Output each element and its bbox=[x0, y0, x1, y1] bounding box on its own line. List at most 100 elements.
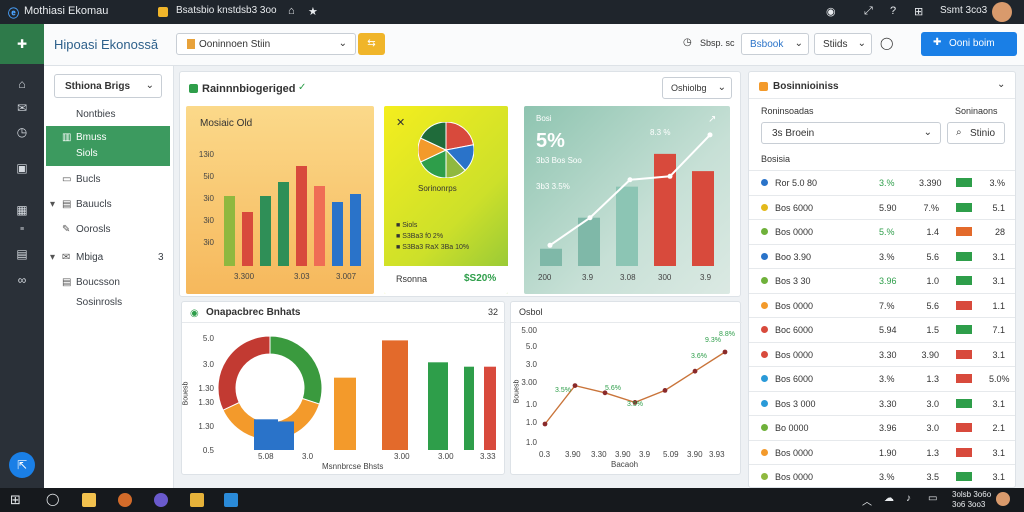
trend-line-chart: 3.5% 5.6% 3.5% 3.6% 9.3%8.8% bbox=[542, 331, 735, 427]
chat-icon[interactable] bbox=[154, 493, 168, 507]
star-icon[interactable]: ★ bbox=[308, 6, 318, 18]
chat-icon[interactable]: ◯ bbox=[880, 36, 894, 50]
help-circle-icon[interactable]: ◷ bbox=[683, 37, 692, 48]
filter-select-2[interactable]: Stiids ⌄ bbox=[814, 33, 872, 55]
browser-icon[interactable] bbox=[118, 493, 132, 507]
sidebar-item-docs[interactable]: ▭ Bucls bbox=[46, 171, 170, 189]
trend-point bbox=[707, 132, 713, 138]
settings-icon[interactable]: ◉ bbox=[826, 6, 836, 18]
row-count: 3.1 bbox=[992, 276, 1005, 286]
expand-icon[interactable]: ⤢ bbox=[864, 5, 873, 17]
sidebar-item-mail[interactable]: ▾ ✉ Mbiga 3 bbox=[46, 249, 170, 267]
mini-bar bbox=[956, 325, 972, 334]
sidebar-item-overview[interactable]: Nontbies bbox=[46, 106, 170, 124]
trend-point bbox=[587, 215, 593, 221]
search-icon[interactable]: ◯ bbox=[46, 492, 60, 506]
go-button[interactable]: ⇆ bbox=[358, 33, 385, 55]
table-row[interactable]: Bo 0000 3.96 3.0 2.1 bbox=[749, 415, 1015, 439]
table-row[interactable]: Bos 3 30 3.96 1.0 3.1 bbox=[749, 268, 1015, 292]
chevron-down-icon[interactable]: ⌄ bbox=[997, 79, 1006, 90]
table-row[interactable]: Bos 6000 3.% 1.3 5.0% bbox=[749, 366, 1015, 390]
volume-icon[interactable]: ♪ bbox=[906, 493, 911, 504]
user-name: Ssmt 3co3 bbox=[940, 5, 988, 16]
tile3-trend-label: 3b3 3.5% bbox=[536, 182, 570, 191]
workspace-select[interactable]: Sthiona Brigs ⌄ bbox=[54, 74, 162, 98]
table-row[interactable]: Boc 6000 5.94 1.5 7.1 bbox=[749, 317, 1015, 341]
avatar[interactable] bbox=[992, 2, 1012, 22]
y-tick: 1.0 bbox=[525, 438, 537, 447]
row-percent: 3.96 bbox=[879, 423, 897, 433]
table-row[interactable]: Ror 5.0 80 3.% 3.390 3.% bbox=[749, 170, 1015, 194]
apps-icon[interactable]: ⊞ bbox=[914, 6, 924, 18]
chevron-down-icon: ⌄ bbox=[338, 38, 347, 49]
tile3-growth-label: 8.3 % bbox=[650, 128, 671, 137]
overview-select[interactable]: Oshiolbg ⌄ bbox=[662, 77, 732, 99]
sidebar-item-settings[interactable]: Sosinrosls bbox=[46, 294, 170, 312]
sidebar-item-label: Bucls bbox=[76, 174, 101, 185]
sidebar-item-label: Bauucls bbox=[76, 199, 112, 210]
fab-icon[interactable]: ⇱ bbox=[9, 452, 35, 478]
box-icon[interactable]: ▣ bbox=[16, 161, 28, 175]
x-tick: 3.30 bbox=[591, 450, 607, 459]
table-row[interactable]: Bos 0000 3.30 3.90 3.1 bbox=[749, 341, 1015, 366]
battery-icon[interactable]: ▭ bbox=[928, 493, 938, 504]
table-row[interactable]: Bos 0000 3.% 3.5 3.1 bbox=[749, 464, 1015, 487]
folder-icon[interactable] bbox=[82, 493, 96, 507]
row-name: Bos 0000 bbox=[775, 227, 814, 237]
primary-button[interactable]: ✚ Ooni boim bbox=[921, 32, 1017, 56]
x-tick: 300 bbox=[658, 273, 672, 282]
panel-section-label: Bosisia bbox=[761, 154, 791, 164]
plus-icon: ✚ bbox=[933, 37, 942, 48]
table-row[interactable]: Bos 0000 7.% 5.6 1.1 bbox=[749, 292, 1015, 317]
help-icon[interactable]: ? bbox=[890, 5, 897, 17]
avatar[interactable] bbox=[996, 492, 1010, 506]
table-row[interactable]: Bos 3 000 3.30 3.0 3.1 bbox=[749, 390, 1015, 415]
status-dot bbox=[761, 375, 768, 382]
start-icon[interactable]: ⊞ bbox=[10, 492, 21, 507]
point-label: 3.5% bbox=[555, 387, 571, 394]
sidebar-item-dashboard[interactable]: ▥ Bmuss bbox=[46, 129, 170, 147]
tab-title[interactable]: Bsatsbio knstdsb3 3oo bbox=[176, 5, 277, 16]
y-axis-label: Bouesb bbox=[513, 379, 521, 404]
tray-up-icon[interactable]: ︿ bbox=[862, 497, 872, 508]
sidebar-item-edit[interactable]: ✎ Oorosls bbox=[46, 221, 170, 239]
panel-title: Bosinnioiniss bbox=[773, 81, 839, 92]
x-axis-label: Msnnbrcse Bhsts bbox=[322, 462, 384, 471]
row-count: 3.1 bbox=[992, 472, 1005, 482]
grid-icon[interactable]: ▦ bbox=[16, 203, 28, 217]
sidebar-item-inbox[interactable]: ▾ ▤ Bauucls bbox=[46, 196, 170, 214]
title-bar: ⓔ Mothiasi Ekomau Bsatsbio knstdsb3 3oo … bbox=[0, 0, 1024, 24]
chevron-down-icon: ⌄ bbox=[145, 80, 154, 91]
folder-icon[interactable]: ▤ bbox=[16, 247, 28, 261]
mini-bar bbox=[956, 398, 972, 408]
home-icon[interactable]: ⌂ bbox=[288, 5, 295, 17]
table-row[interactable]: Bos 0000 1.90 1.3 3.1 bbox=[749, 439, 1015, 464]
filter-select-1[interactable]: Bsbook ⌄ bbox=[741, 33, 809, 55]
x-tick: 3.007 bbox=[336, 272, 357, 281]
table-row[interactable]: Bos 6000 5.90 7.% 5.1 bbox=[749, 194, 1015, 219]
panel-select[interactable]: 3s Broein ⌄ bbox=[761, 122, 941, 144]
sidebar-item-list[interactable]: ▤ Boucsson bbox=[46, 274, 170, 292]
files-icon[interactable] bbox=[190, 493, 204, 507]
line-point bbox=[572, 383, 578, 388]
context-select[interactable]: Ooninnoen Stiin ⌄ bbox=[176, 33, 356, 55]
app-icon[interactable] bbox=[224, 493, 238, 507]
help-label[interactable]: Sbsp. sc bbox=[700, 38, 735, 48]
brand-block bbox=[0, 24, 44, 64]
chart-bar bbox=[616, 186, 638, 266]
table-row[interactable]: Bos 0000 5.% 1.4 28 bbox=[749, 219, 1015, 243]
table-row[interactable]: Boo 3.90 3.% 5.6 3.1 bbox=[749, 243, 1015, 268]
row-count: 3.1 bbox=[992, 349, 1005, 360]
mini-bar bbox=[956, 423, 972, 432]
tile2-close-icon[interactable]: ✕ bbox=[396, 117, 406, 129]
point-label: 5.6% bbox=[605, 385, 621, 392]
tile3-sublabel: 3b3 Bos Soo bbox=[536, 156, 582, 165]
clock-icon[interactable]: ◷ bbox=[16, 125, 28, 139]
panel-search-button[interactable]: ⌕ Stinio bbox=[947, 122, 1005, 144]
link-icon[interactable]: ∞ bbox=[17, 273, 27, 287]
sidebar-item-sales[interactable]: Siols bbox=[46, 145, 170, 163]
check-icon: ✓ bbox=[298, 82, 307, 93]
home-icon[interactable]: ⌂ bbox=[18, 77, 26, 91]
mail-icon[interactable]: ✉ bbox=[16, 101, 28, 115]
network-icon[interactable]: ☁ bbox=[884, 493, 894, 504]
